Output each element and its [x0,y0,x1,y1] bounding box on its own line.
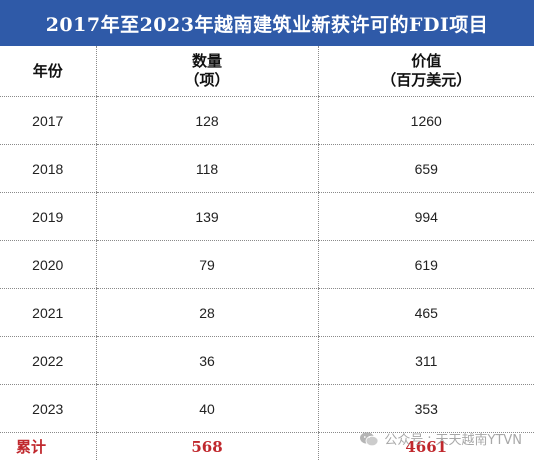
watermark-account: 天天越南YTVN [435,433,523,448]
cell-year: 2023 [0,384,96,433]
cell-year: 2021 [0,288,96,337]
cell-year: 2017 [0,96,96,145]
header-value-label: 价值 [411,52,442,70]
cell-count: 36 [95,336,318,385]
header-count-unit: （项） [184,71,230,89]
header-count: 数量 （项） [95,46,318,97]
cell-year: 2019 [0,192,96,241]
cell-count: 139 [95,192,318,241]
header-count-label: 数量 [191,52,222,70]
header-year: 年份 [0,46,96,97]
cell-value: 1260 [317,96,534,145]
table-row: 2017 128 1260 [0,96,534,145]
watermark-prefix: 公众号 [384,433,424,448]
cell-year: 2022 [0,336,96,385]
total-row: 累计 568 4661 [0,432,534,460]
table-row: 2023 40 353 [0,384,534,433]
total-count: 568 [95,432,318,460]
watermark: 公众号 · 天天越南YTVN [359,429,522,448]
cell-count: 128 [95,96,318,145]
cell-count: 28 [95,288,318,337]
fdi-table: 年份 数量 （项） 价值 （百万美元） 2017 128 1260 2018 1… [0,46,534,460]
wechat-icon [360,431,379,446]
cell-year: 2020 [0,240,96,289]
table-row: 2019 139 994 [0,192,534,241]
cell-value: 619 [317,240,534,289]
table-row: 2021 28 465 [0,288,534,337]
table-row: 2018 118 659 [0,144,534,193]
cell-count: 118 [95,144,318,193]
cell-value: 311 [317,336,534,385]
table-row: 2020 79 619 [0,240,534,289]
watermark-separator: · [427,431,432,446]
total-label: 累计 [16,438,47,456]
cell-value: 353 [317,384,534,433]
table-title: 2017年至2023年越南建筑业新获许可的FDI项目 [0,0,534,46]
cell-count: 40 [95,384,318,433]
cell-value: 465 [317,288,534,337]
cell-year: 2018 [0,144,96,193]
header-row: 年份 数量 （项） 价值 （百万美元） [0,46,534,97]
table-row: 2022 36 311 [0,336,534,385]
header-value-unit: （百万美元） [381,71,472,89]
cell-value: 994 [317,192,534,241]
total-value: 4661 [317,432,534,460]
cell-value: 659 [317,144,534,193]
header-value: 价值 （百万美元） [317,46,534,97]
cell-count: 79 [95,240,318,289]
